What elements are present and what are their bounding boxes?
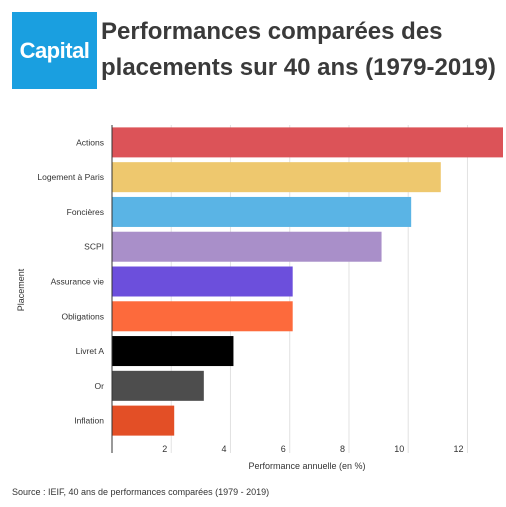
bar — [112, 370, 204, 401]
category-label: Actions — [76, 137, 104, 147]
category-label: Assurance vie — [51, 277, 105, 287]
category-label: Logement à Paris — [37, 172, 104, 182]
bar — [112, 405, 175, 436]
tick-label: 12 — [453, 444, 463, 454]
tick-label: 8 — [340, 444, 345, 454]
bar — [112, 301, 293, 332]
category-label: Obligations — [61, 311, 104, 321]
y-axis-title: Placement — [16, 268, 26, 311]
capital-logo[interactable]: Capital — [12, 12, 97, 89]
bar — [112, 162, 441, 193]
bar — [112, 336, 234, 367]
bar — [112, 231, 382, 262]
bar — [112, 196, 412, 227]
tick-label: 4 — [221, 444, 226, 454]
tick-label: 2 — [162, 444, 167, 454]
category-label: Livret A — [76, 346, 105, 356]
tick-label: 10 — [394, 444, 404, 454]
page-title: Performances comparées des placements su… — [101, 18, 496, 81]
bar — [112, 127, 503, 158]
category-label: Foncières — [67, 207, 104, 217]
tick-label: 6 — [281, 444, 286, 454]
x-axis-title: Performance annuelle (en %) — [248, 461, 365, 471]
logo-text: Capital — [19, 37, 90, 63]
source-note: Source : IEIF, 40 ans de performances co… — [12, 487, 270, 497]
bar — [112, 266, 293, 297]
category-label: Inflation — [74, 416, 104, 426]
category-label: Or — [95, 381, 105, 391]
category-label: SCPI — [84, 242, 104, 252]
